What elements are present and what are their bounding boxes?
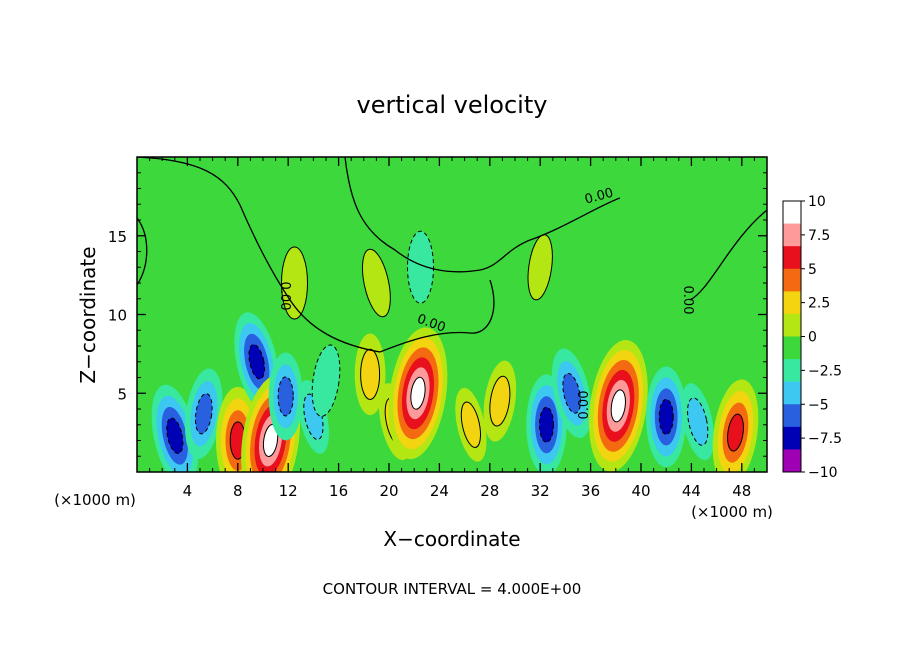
colorbar-label: 0 (808, 330, 817, 346)
y-axis-label: Z−coordinate (76, 246, 100, 383)
field-feature (281, 246, 308, 320)
field-feature (354, 333, 386, 416)
chart-title: vertical velocity (357, 91, 548, 119)
x-tick-label: 36 (581, 482, 600, 500)
heatmap-field (137, 157, 767, 472)
contour-label: 0.00 (577, 391, 592, 420)
field-level (658, 398, 674, 435)
colorbar-label: −10 (808, 465, 838, 481)
colorbar-swatch (783, 426, 801, 450)
field-feature (455, 387, 487, 462)
x-unit-label: (×1000 m) (54, 491, 136, 509)
colorbar-swatch (783, 313, 801, 337)
field-level (281, 246, 308, 320)
field-feature (361, 248, 391, 318)
colorbar: 10 7.5 5 2.5 0 −2.5 −5 −7.5 −10 (782, 194, 842, 481)
x-tick-label: 32 (531, 482, 550, 500)
field-level (489, 375, 511, 427)
field-level (687, 397, 709, 446)
x-tick-label: 44 (682, 482, 701, 500)
x-tick-label: 4 (183, 482, 193, 500)
colorbar-label: 2.5 (808, 296, 830, 312)
colorbar-swatch (783, 336, 801, 360)
contour-interval: CONTOUR INTERVAL = 4.000E+00 (323, 580, 582, 598)
colorbar-swatch (783, 291, 801, 315)
field-level (311, 344, 341, 417)
x-tick-label: 8 (233, 482, 243, 500)
field-feature (712, 379, 759, 472)
field-level (360, 348, 381, 400)
y-tick-label: 5 (117, 385, 127, 403)
x-tick-label: 24 (430, 482, 449, 500)
zero-contour-upper-right (344, 157, 621, 273)
field-feature (268, 352, 303, 441)
y-tick-label: 15 (108, 228, 127, 246)
contour-label: 0.00 (583, 186, 615, 208)
colorbar-swatch (783, 449, 801, 473)
field-feature (551, 348, 592, 439)
field-level (194, 393, 213, 435)
x-unit-label-right: (×1000 m) (691, 503, 773, 521)
colorbar-label: 7.5 (808, 228, 830, 244)
colorbar-swatch (783, 268, 801, 292)
zero-contour-upper-left (137, 157, 381, 353)
field-level (407, 230, 434, 304)
field-level (610, 389, 626, 423)
x-axis-label: X−coordinate (383, 527, 520, 551)
field-level (410, 376, 426, 410)
x-axis: 4 8 12 16 20 24 28 32 36 40 44 48 (149, 157, 755, 500)
zero-contour-mid (379, 279, 495, 353)
zero-contour-right (689, 209, 767, 301)
field-level (166, 417, 184, 455)
field-level (727, 413, 744, 452)
x-tick-label: 12 (279, 482, 298, 500)
colorbar-swatch (783, 246, 801, 270)
colorbar-label: 5 (808, 262, 817, 278)
contour-label: 0.00 (680, 286, 695, 315)
field-level (562, 372, 582, 414)
colorbar-label: −2.5 (808, 363, 842, 379)
y-axis: 5 10 15 (108, 172, 767, 457)
colorbar-swatch (783, 201, 801, 225)
colorbar-swatch (783, 359, 801, 383)
field-level (248, 344, 265, 380)
colorbar-swatch (783, 381, 801, 405)
x-tick-label: 48 (732, 482, 751, 500)
field-feature (646, 366, 687, 468)
colorbar-label: −5 (808, 397, 829, 413)
field-level (277, 376, 294, 417)
field-feature (681, 383, 715, 461)
field-feature (311, 344, 341, 417)
x-tick-label: 20 (379, 482, 398, 500)
x-tick-label: 28 (480, 482, 499, 500)
colorbar-label: −7.5 (808, 431, 842, 447)
colorbar-swatch (783, 223, 801, 247)
field-level (460, 401, 481, 448)
field-feature (483, 360, 517, 442)
x-tick-label: 40 (631, 482, 650, 500)
y-tick-label: 10 (108, 307, 127, 325)
x-tick-label: 16 (329, 482, 348, 500)
colorbar-swatch (783, 404, 801, 428)
field-feature (185, 368, 223, 459)
contour-label: 0.00 (277, 282, 292, 311)
zero-contours (137, 157, 767, 353)
field-feature (407, 230, 434, 304)
zero-contour-left-edge (137, 217, 148, 286)
field-feature (388, 327, 448, 460)
field-level (538, 406, 555, 443)
colorbar-label: 10 (808, 194, 826, 210)
field-level (361, 248, 391, 318)
field-feature (588, 339, 648, 472)
